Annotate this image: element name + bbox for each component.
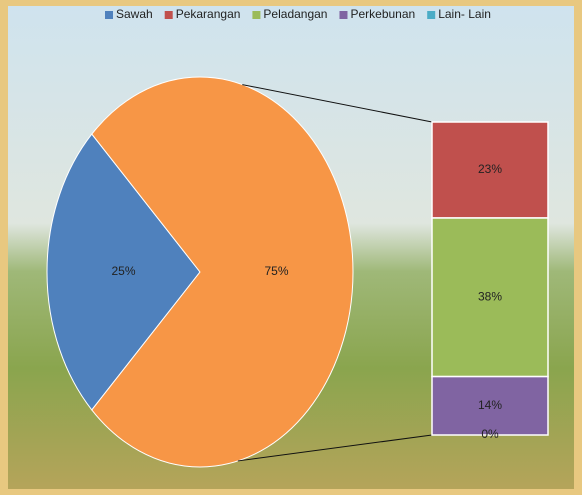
legend-label: Lain- Lain [438,7,491,21]
pie-slice [46,133,201,411]
data-label: 0% [481,427,499,441]
legend-label: Perkebunan [350,7,415,21]
data-label: 14% [478,398,502,412]
connector [242,84,433,123]
data-label: 25% [111,264,135,278]
legend-swatch [427,11,436,19]
connector [237,434,433,462]
data-label: 38% [478,289,502,303]
data-label: 75% [264,264,288,278]
legend-swatch [164,11,173,19]
legend: Sawah Pekarangan Peladangan Perkebunan Lain-… [105,7,491,21]
pie-slice [91,76,354,468]
bar-segment [431,121,549,219]
legend-swatch [252,11,261,19]
legend-label: Sawah [116,7,153,21]
bar-segment [431,217,549,378]
data-label: 23% [478,162,502,176]
legend-swatch [105,11,113,19]
legend-label: Pekarangan [176,7,241,21]
bar-segment [431,375,549,436]
legend-label: Peladangan [263,7,327,21]
legend-swatch [339,11,348,19]
